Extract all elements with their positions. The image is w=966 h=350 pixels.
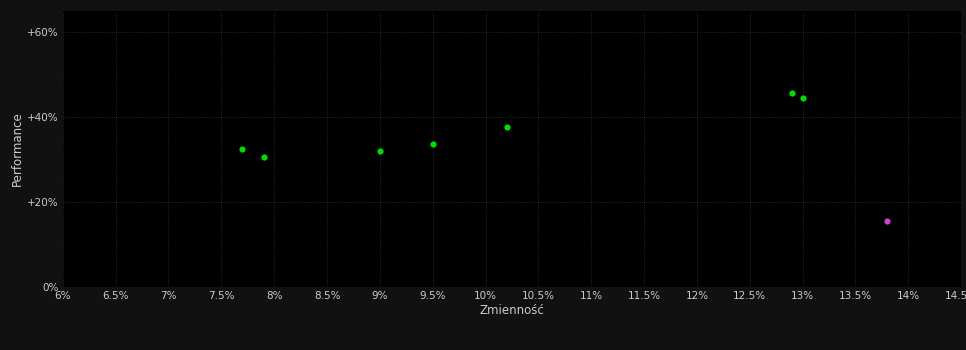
Point (784, 91, 800, 96)
Point (256, 154, 271, 160)
Point (235, 146, 250, 152)
Point (372, 148, 387, 154)
Point (499, 125, 515, 130)
Point (879, 218, 895, 224)
X-axis label: Zmienność: Zmienność (479, 304, 545, 317)
Point (425, 142, 440, 147)
Point (795, 95, 810, 100)
Y-axis label: Performance: Performance (12, 111, 24, 186)
